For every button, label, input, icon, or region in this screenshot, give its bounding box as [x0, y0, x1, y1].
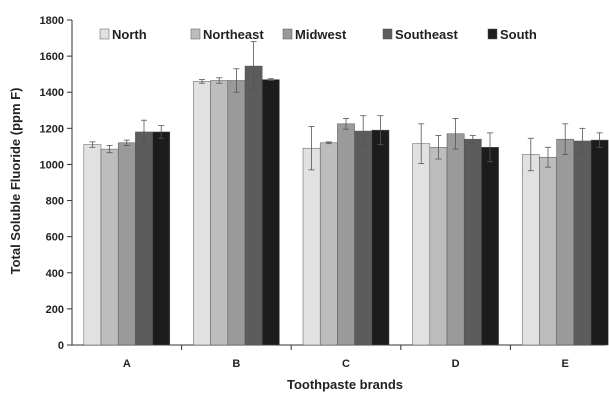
x-tick-label: E [562, 358, 569, 370]
x-axis-title: Toothpaste brands [287, 377, 403, 392]
y-tick-label: 200 [46, 304, 64, 316]
legend-swatch [190, 28, 201, 40]
error-bar [308, 126, 315, 171]
error-bar [377, 115, 384, 145]
bar-north-c [302, 147, 321, 346]
bar-southeast-b [244, 65, 263, 346]
bar-north-a [83, 144, 102, 346]
bar-south-b [261, 79, 280, 346]
x-tick-label: D [452, 358, 460, 370]
error-bar [360, 115, 367, 147]
error-bar [106, 145, 113, 154]
error-bar [216, 77, 223, 84]
error-bar [158, 125, 165, 139]
x-tick-label: B [232, 358, 240, 370]
error-bar [267, 78, 274, 81]
error-bar [452, 118, 459, 150]
legend: North Northeast Midwest Southeast South [99, 27, 537, 42]
legend-swatch [282, 28, 293, 40]
y-tick-label: 600 [46, 232, 64, 244]
plot-area: 0 200 400 600 800 1000 1200 1400 1600 1800 A B C D E [40, 15, 609, 370]
error-bar [250, 41, 257, 91]
y-tick-label: 1600 [40, 51, 64, 63]
bar-southeast-e [573, 140, 592, 346]
legend-item-northeast: Northeast [190, 27, 264, 42]
error-bar [487, 132, 493, 163]
x-tick-label: C [342, 358, 350, 370]
bar-north-d [412, 143, 431, 346]
error-bar [418, 123, 425, 164]
error-bar [89, 141, 96, 148]
bar-southeast-a [135, 131, 153, 346]
bar-south-c [371, 129, 390, 346]
error-bar [596, 132, 603, 148]
bar-northeast-c [319, 142, 338, 346]
y-tick-label: 1800 [40, 15, 64, 27]
legend-label: Northeast [203, 27, 264, 42]
error-bar [545, 146, 551, 168]
error-bar [233, 68, 240, 93]
y-tick-label: 1200 [40, 123, 64, 135]
bar-midwest-a [117, 142, 136, 346]
bar-northeast-b [210, 80, 229, 346]
bar-south-a [152, 131, 171, 346]
bar-southeast-c [354, 130, 373, 346]
bar-southeast-d [463, 138, 482, 346]
y-tick-label: 0 [58, 340, 64, 352]
error-bar [141, 119, 147, 145]
legend-swatch [382, 28, 393, 40]
error-bar [123, 139, 130, 146]
legend-item-south: South [487, 27, 537, 42]
legend-label: South [500, 27, 537, 42]
bar-midwest-d [446, 133, 465, 346]
error-bar [527, 137, 534, 172]
error-bar [469, 135, 476, 144]
y-tick-label: 1400 [40, 87, 64, 99]
legend-label: Midwest [295, 27, 347, 42]
error-bar [325, 141, 332, 145]
y-tick-label: 400 [46, 268, 64, 280]
legend-swatch [99, 28, 110, 40]
error-bar [562, 123, 569, 155]
legend-label: North [112, 27, 147, 42]
error-bar [199, 79, 205, 84]
legend-item-north: North [99, 27, 147, 42]
y-tick-label: 800 [46, 196, 64, 208]
error-bar [579, 127, 586, 155]
bar-midwest-c [337, 123, 355, 346]
bar-north-b [193, 81, 211, 346]
x-tick-label: A [123, 358, 131, 370]
error-bar [343, 118, 349, 130]
bar-northeast-a [100, 148, 119, 346]
bar-northeast-e [539, 156, 557, 346]
bar-midwest-e [556, 138, 575, 346]
bar-south-e [590, 139, 609, 346]
legend-swatch [487, 28, 498, 40]
y-axis-title: Total Soluble Fluoride (ppm F) [8, 88, 23, 275]
bar-north-e [521, 154, 540, 346]
legend-item-southeast: Southeast [382, 27, 459, 42]
error-bar [435, 135, 442, 160]
y-tick-label: 1000 [40, 159, 64, 171]
bar-northeast-d [429, 147, 448, 346]
bar-south-d [481, 147, 499, 346]
legend-label: Southeast [395, 27, 459, 42]
legend-item-midwest: Midwest [282, 27, 347, 42]
bar-midwest-b [227, 80, 246, 346]
